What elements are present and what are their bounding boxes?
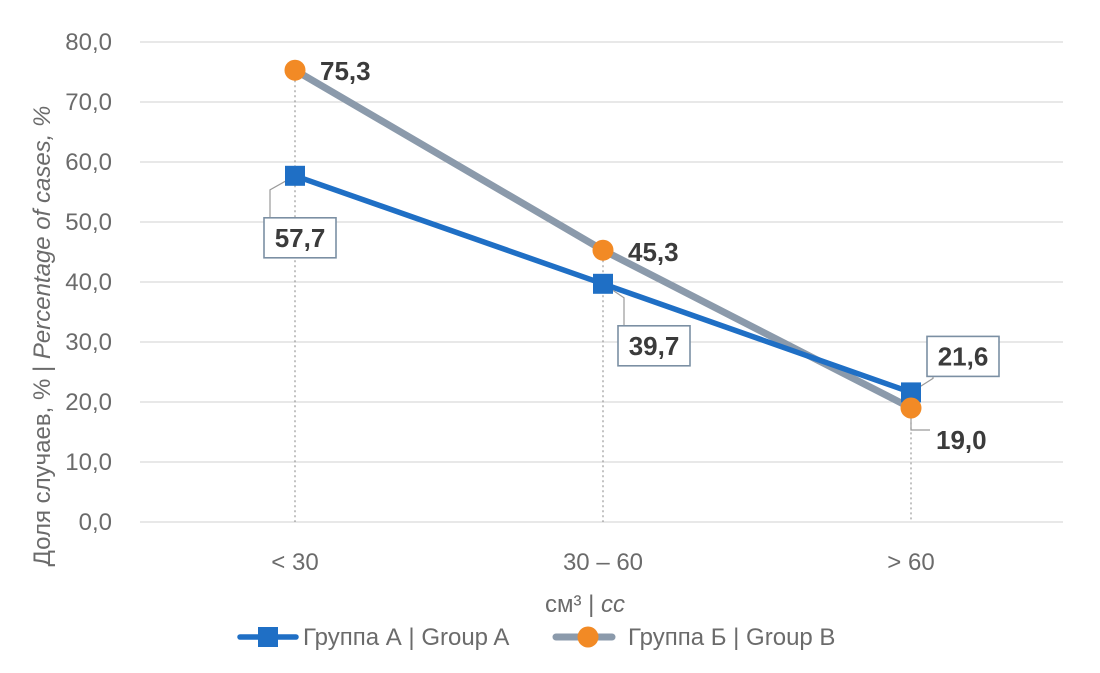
legend-marker-circle	[577, 626, 599, 648]
data-label: 39,7	[629, 331, 680, 361]
x-axis-ticks: < 30 30 – 60 > 60	[271, 549, 934, 576]
drop-lines	[294, 70, 912, 522]
y-axis-ticks: 0,0 10,0 20,0 30,0 40,0 50,0 60,0 70,0 80,0	[65, 29, 112, 536]
y-tick-label: 20,0	[65, 389, 112, 416]
y-tick-label: 30,0	[65, 329, 112, 356]
data-point-circle	[900, 397, 922, 419]
x-axis-title: см³ | cc	[545, 591, 625, 618]
data-label: 57,7	[275, 223, 326, 253]
data-point-square	[285, 165, 305, 186]
data-label: 19,0	[936, 425, 987, 455]
x-axis-title-italic: cc	[601, 591, 625, 618]
data-labels: 57,7 39,7 21,6 75,3 45,3 19,0	[263, 56, 1000, 455]
y-tick-label: 60,0	[65, 149, 112, 176]
label-leader-lines	[269, 175, 934, 431]
legend-label: Группа А | Group A	[303, 624, 509, 651]
data-point-square	[593, 273, 613, 294]
x-tick-label: < 30	[271, 549, 318, 576]
y-tick-label: 0,0	[79, 509, 112, 536]
series-lines	[291, 66, 915, 412]
x-axis-title-plain: см³ |	[545, 591, 601, 618]
x-tick-label: > 60	[887, 549, 934, 576]
legend: Группа А | Group A Группа Б | Group B	[237, 624, 835, 651]
y-tick-label: 50,0	[65, 209, 112, 236]
data-point-square	[901, 382, 921, 403]
y-tick-label: 70,0	[65, 89, 112, 116]
y-axis-title-plain: Доля случаев, % |	[29, 359, 56, 566]
legend-marker-square	[258, 627, 278, 647]
y-axis-title-italic: Percentage of cases, %	[29, 106, 56, 359]
y-tick-label: 40,0	[65, 269, 112, 296]
data-label-box	[617, 324, 691, 367]
series-markers	[284, 59, 922, 419]
data-label-box	[926, 335, 1000, 378]
y-axis-title: Доля случаев, % | Percentage of cases, %	[29, 106, 56, 567]
data-label: 75,3	[320, 56, 371, 86]
y-tick-label: 10,0	[65, 449, 112, 476]
data-label-box	[263, 217, 337, 259]
data-label: 45,3	[628, 237, 679, 267]
legend-label: Группа Б | Group B	[628, 624, 835, 651]
data-point-circle	[284, 59, 306, 81]
data-point-circle	[592, 239, 614, 261]
data-label: 21,6	[938, 341, 989, 371]
y-tick-label: 80,0	[65, 29, 112, 56]
x-tick-label: 30 – 60	[563, 549, 643, 576]
